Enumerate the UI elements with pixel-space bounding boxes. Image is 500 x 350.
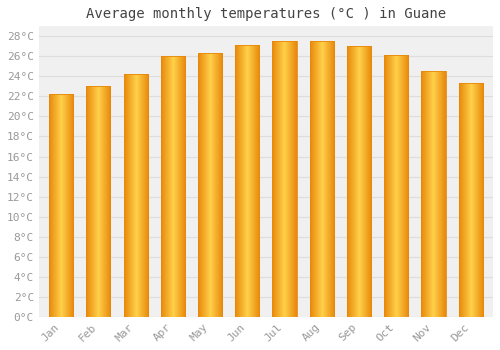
Title: Average monthly temperatures (°C ) in Guane: Average monthly temperatures (°C ) in Gu…	[86, 7, 446, 21]
